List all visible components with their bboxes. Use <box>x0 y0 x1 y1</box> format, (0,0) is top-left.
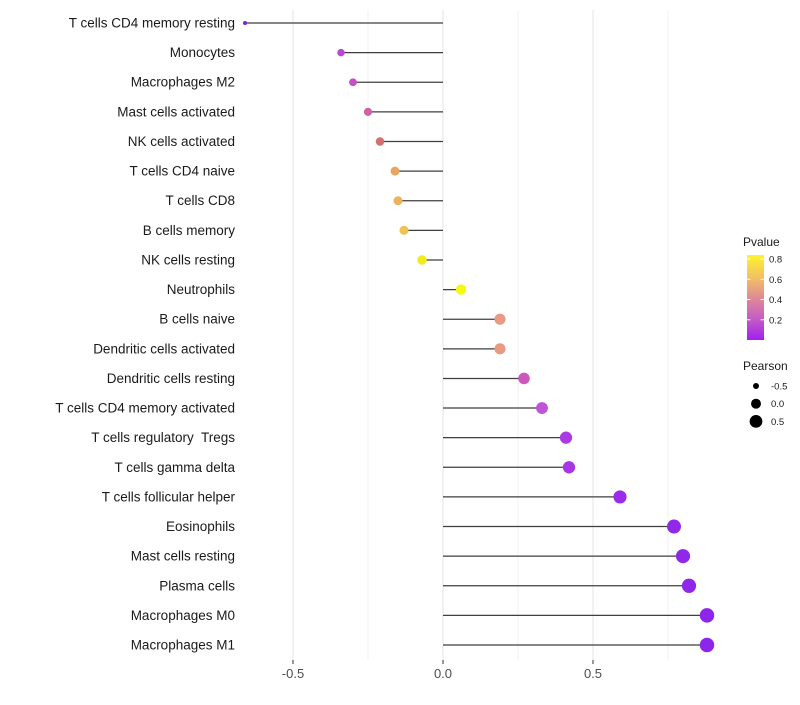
category-label: T cells CD8 <box>165 193 235 208</box>
data-point <box>559 431 573 444</box>
category-label: Eosinophils <box>166 519 235 534</box>
pearson-size-dot <box>752 382 760 390</box>
data-point <box>399 225 409 235</box>
x-axis-tick-label: -0.5 <box>282 666 304 681</box>
data-point <box>666 519 682 534</box>
data-point <box>455 284 467 295</box>
category-label: T cells CD4 memory activated <box>55 401 235 416</box>
data-point <box>699 608 715 623</box>
category-label: NK cells activated <box>128 134 235 149</box>
pearson-size-dot <box>751 398 761 409</box>
category-label: Macrophages M0 <box>131 608 235 623</box>
pvalue-tick-label: 0.2 <box>769 315 782 326</box>
pearson-size-label: 0.0 <box>771 399 784 410</box>
data-point <box>393 196 403 206</box>
pearson-legend-title: Pearson <box>743 359 788 373</box>
pvalue-legend-title: Pvalue <box>743 235 780 249</box>
x-axis-tick-label: 0.5 <box>584 666 602 681</box>
data-point <box>562 461 576 474</box>
data-point <box>337 48 345 57</box>
data-point <box>349 78 357 87</box>
pvalue-tick-label: 0.6 <box>769 275 782 286</box>
data-point <box>613 490 627 504</box>
pvalue-gradient-bar <box>747 255 764 340</box>
pvalue-tick-label: 0.8 <box>769 255 782 266</box>
category-label: T cells CD4 naive <box>129 164 235 179</box>
data-point <box>536 402 548 414</box>
data-point <box>243 21 247 25</box>
category-label: Dendritic cells activated <box>93 341 235 356</box>
category-label: Mast cells activated <box>117 104 235 119</box>
category-label: Mast cells resting <box>131 549 235 564</box>
category-label: Neutrophils <box>167 282 236 297</box>
x-axis-tick-label: 0.0 <box>434 666 452 681</box>
category-label: Monocytes <box>170 45 236 60</box>
category-label: Macrophages M2 <box>131 75 235 90</box>
data-point <box>699 637 715 653</box>
data-point <box>494 343 506 355</box>
pearson-size-label: -0.5 <box>771 382 787 393</box>
data-point <box>675 549 691 564</box>
data-point <box>363 107 373 116</box>
category-label: NK cells resting <box>141 252 235 267</box>
category-label: T cells follicular helper <box>102 489 236 504</box>
category-label: Macrophages M1 <box>131 638 235 653</box>
data-point <box>390 166 400 176</box>
data-point <box>417 255 427 265</box>
pvalue-tick-label: 0.4 <box>769 295 782 306</box>
category-label: T cells CD4 memory resting <box>69 16 235 31</box>
category-label: Plasma cells <box>159 578 235 593</box>
category-label: B cells memory <box>143 223 236 238</box>
pearson-size-dot <box>749 415 763 428</box>
pearson-size-label: 0.5 <box>771 417 784 428</box>
data-point <box>681 578 697 593</box>
category-label: Dendritic cells resting <box>107 371 235 386</box>
data-point <box>518 372 530 385</box>
category-label: B cells naive <box>159 312 235 327</box>
category-label: T cells regulatory Tregs <box>91 430 235 445</box>
data-point <box>494 313 506 325</box>
category-label: T cells gamma delta <box>114 460 235 475</box>
data-point <box>375 137 385 146</box>
